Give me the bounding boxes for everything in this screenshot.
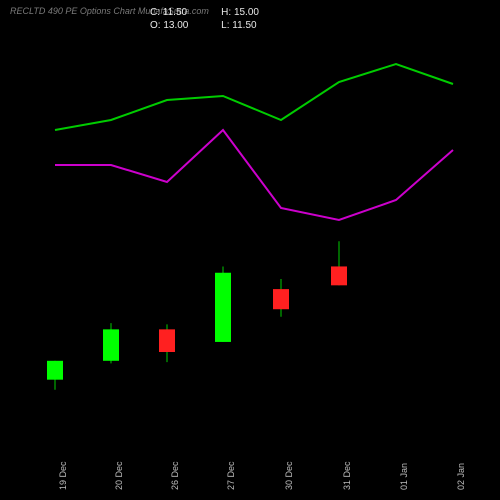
xaxis-tick-label: 02 Jan [456,463,466,490]
xaxis-tick-label: 01 Jan [399,463,409,490]
xaxis-tick-label: 27 Dec [226,461,236,490]
xaxis-tick-label: 31 Dec [342,461,352,490]
xaxis-tick-label: 26 Dec [170,461,180,490]
green-line [55,64,453,130]
chart-stage: RECLTD 490 PE Options Chart MunafaSutra.… [0,0,500,500]
xaxis-tick-label: 20 Dec [114,461,124,490]
xaxis-tick-label: 19 Dec [58,461,68,490]
candle-body [331,266,347,285]
magenta-line [55,130,453,220]
xaxis-tick-label: 30 Dec [284,461,294,490]
candle-body [215,273,231,342]
chart-svg [0,0,500,500]
candle-body [47,361,63,380]
candle-body [273,289,289,309]
candle-body [103,329,119,360]
candle-body [159,329,175,352]
